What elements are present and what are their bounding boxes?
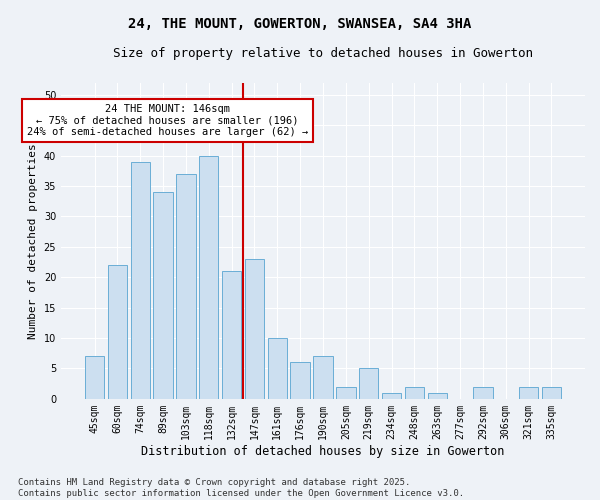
Bar: [519, 386, 538, 399]
Bar: [473, 386, 493, 399]
Bar: [85, 356, 104, 399]
Bar: [131, 162, 150, 399]
Bar: [428, 393, 447, 399]
Bar: [154, 192, 173, 399]
Bar: [268, 338, 287, 399]
Bar: [290, 362, 310, 399]
Bar: [222, 271, 241, 399]
Bar: [382, 393, 401, 399]
Y-axis label: Number of detached properties: Number of detached properties: [28, 143, 38, 338]
Bar: [404, 386, 424, 399]
Bar: [107, 265, 127, 399]
Bar: [359, 368, 379, 399]
Bar: [542, 386, 561, 399]
Bar: [199, 156, 218, 399]
Text: 24, THE MOUNT, GOWERTON, SWANSEA, SA4 3HA: 24, THE MOUNT, GOWERTON, SWANSEA, SA4 3H…: [128, 18, 472, 32]
Bar: [245, 259, 264, 399]
Text: 24 THE MOUNT: 146sqm
← 75% of detached houses are smaller (196)
24% of semi-deta: 24 THE MOUNT: 146sqm ← 75% of detached h…: [27, 104, 308, 137]
Bar: [336, 386, 356, 399]
X-axis label: Distribution of detached houses by size in Gowerton: Distribution of detached houses by size …: [142, 444, 505, 458]
Text: Contains HM Land Registry data © Crown copyright and database right 2025.
Contai: Contains HM Land Registry data © Crown c…: [18, 478, 464, 498]
Bar: [176, 174, 196, 399]
Title: Size of property relative to detached houses in Gowerton: Size of property relative to detached ho…: [113, 48, 533, 60]
Bar: [313, 356, 333, 399]
